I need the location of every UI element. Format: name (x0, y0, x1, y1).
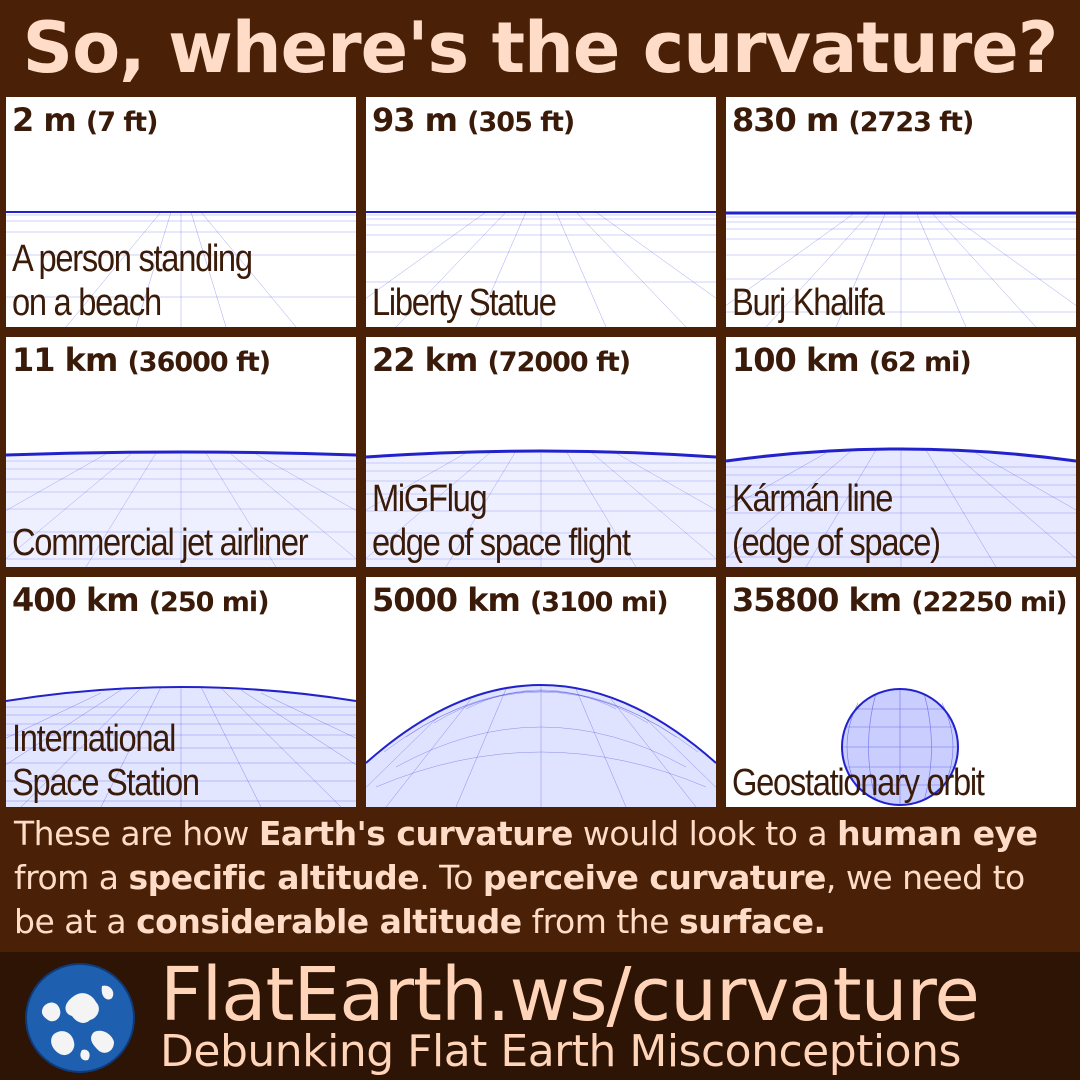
horizon-scene-100km (726, 447, 1076, 567)
location-label: Liberty Statue (372, 282, 557, 324)
ground-grid (366, 450, 716, 567)
horizon-line (366, 684, 716, 764)
altitude-label: 5000 km (3100 mi) (372, 581, 669, 619)
altitude-label: 35800 km (22250 mi) (732, 581, 1068, 619)
horizon-line (366, 449, 716, 459)
explanation-text: These are how Earth's curvature would lo… (14, 814, 1038, 941)
ground-grid (366, 685, 716, 807)
altitude-label: 11 km (36000 ft) (12, 341, 271, 379)
panel-5000km: 5000 km (3100 mi) (366, 577, 716, 807)
altitude-label: 93 m (305 ft) (372, 101, 575, 139)
globe-logo (25, 963, 135, 1073)
location-label: Kármán line (edge of space) (732, 478, 941, 564)
horizon-scene-5000km (366, 684, 716, 807)
panel-35800km: 35800 km (22250 mi) Geostationary orbit (726, 577, 1076, 807)
horizon-line (6, 450, 356, 457)
panel-22km: 22 km (72000 ft) MiGFlug edge of space f… (366, 337, 716, 567)
globe-grid (842, 689, 958, 805)
location-label: MiGFlug edge of space flight (372, 478, 631, 564)
ground-fill (726, 449, 1076, 567)
footer: FlatEarth.ws/curvature Debunking Flat Ea… (0, 952, 1080, 1080)
location-label: Commercial jet airliner (12, 522, 309, 564)
ground-grid (366, 211, 716, 327)
horizon-line (6, 686, 356, 702)
location-label: Burj Khalifa (732, 282, 885, 324)
horizon-line (726, 447, 1076, 463)
altitude-label: 830 m (2723 ft) (732, 101, 974, 139)
horizon-scene-22km (366, 449, 716, 567)
panel-2m: 2 m (7 ft) A person standing on a beach (6, 97, 356, 327)
location-label: Geostationary orbit (732, 762, 985, 804)
ground-fill (366, 451, 716, 567)
horizon-scene-11km (6, 450, 356, 567)
location-label: A person standing on a beach (12, 238, 253, 324)
horizon-scene-2m (6, 211, 356, 327)
panel-400km: 400 km (250 mi) International Space Stat… (6, 577, 356, 807)
horizon-scene-400km (6, 686, 356, 807)
tagline: Debunking Flat Earth Misconceptions (160, 1026, 961, 1077)
altitude-label: 2 m (7 ft) (12, 101, 158, 139)
panel-11km: 11 km (36000 ft) Commercial jet airliner (6, 337, 356, 567)
altitude-label: 22 km (72000 ft) (372, 341, 631, 379)
ground-grid (726, 449, 1076, 567)
ground-grid (6, 686, 356, 807)
ground-fill (6, 452, 356, 567)
page-title: So, where's the curvature? (22, 7, 1059, 89)
horizon-scene-35800km (841, 688, 959, 806)
location-label: International Space Station (12, 718, 200, 804)
horizon-scene-93m (366, 211, 716, 327)
ground-grid (6, 452, 356, 567)
altitude-label: 400 km (250 mi) (12, 581, 270, 619)
panel-100km: 100 km (62 mi) Kármán line (edge of spac… (726, 337, 1076, 567)
site-url: FlatEarth.ws/curvature (160, 952, 980, 1038)
horizon-scene-830m (726, 211, 1076, 327)
panel-830m: 830 m (2723 ft) Burj Khalifa (726, 97, 1076, 327)
panel-93m: 93 m (305 ft) Liberty Statue (366, 97, 716, 327)
altitude-label: 100 km (62 mi) (732, 341, 972, 379)
ground-grid (6, 211, 356, 327)
